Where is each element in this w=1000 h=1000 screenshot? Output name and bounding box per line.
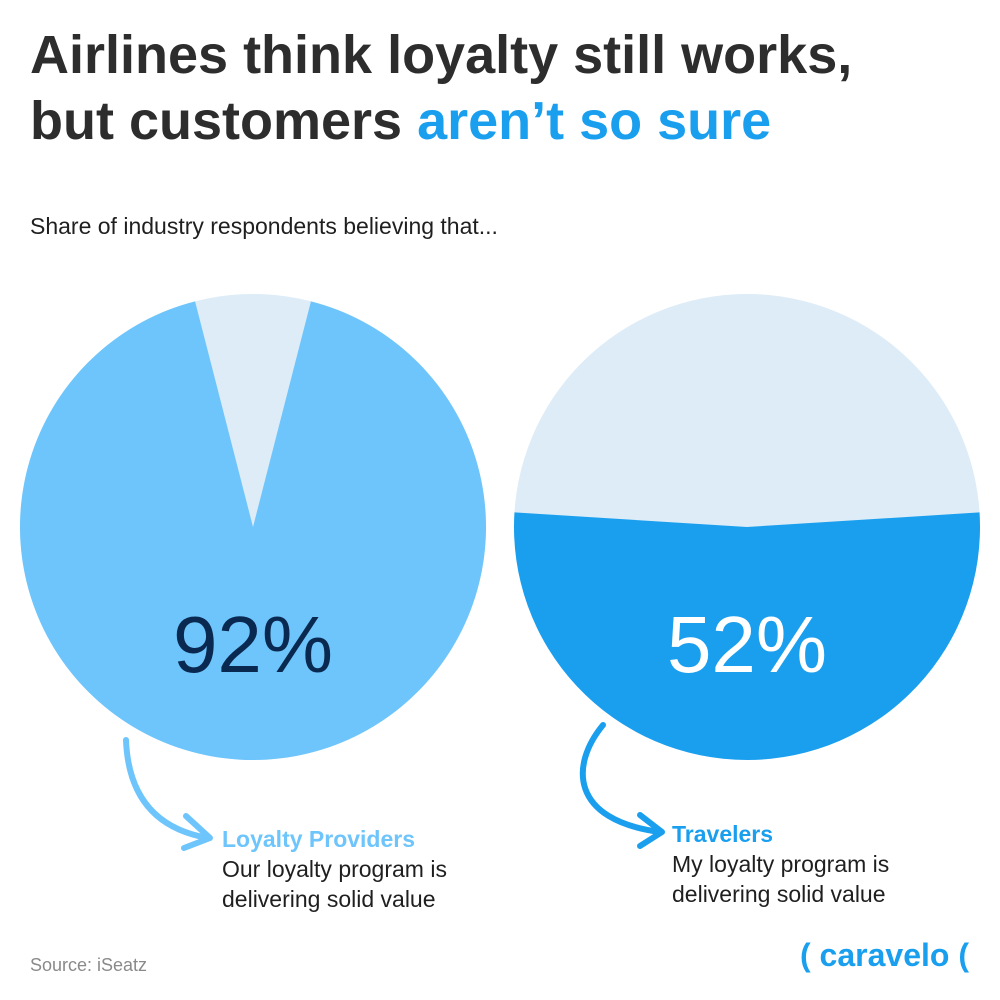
pie-left-value-label: 92%: [173, 600, 333, 689]
caption-left-group: Loyalty Providers: [222, 826, 416, 852]
arrow-right-icon: [579, 722, 665, 849]
pie-left-value-slice: [19, 301, 486, 760]
arrow-left-icon: [123, 737, 213, 851]
pie-right-value-slice: [514, 512, 980, 760]
title-line-2: but customers: [30, 91, 418, 151]
title-line-1: Airlines think loyalty still works,: [30, 25, 853, 85]
pie-travelers: 52%: [514, 294, 980, 760]
chart-title: Airlines think loyalty still works, but …: [30, 22, 980, 154]
caption-travelers: Travelers My loyalty program is deliveri…: [672, 819, 962, 909]
title-highlight: aren’t so sure: [417, 91, 772, 151]
source-note: Source: iSeatz: [30, 955, 148, 975]
brand-logo: ( caravelo (: [800, 937, 969, 973]
pie-right-value-label: 52%: [667, 600, 827, 689]
pie-loyalty-providers: 92%: [19, 294, 486, 760]
caption-loyalty-providers: Loyalty Providers Our loyalty program is…: [222, 824, 512, 914]
caption-right-statement: My loyalty program is delivering solid v…: [672, 851, 890, 907]
chart-subtitle: Share of industry respondents believing …: [30, 213, 498, 239]
caption-left-statement: Our loyalty program is delivering solid …: [222, 856, 447, 912]
caption-right-group: Travelers: [672, 821, 774, 847]
